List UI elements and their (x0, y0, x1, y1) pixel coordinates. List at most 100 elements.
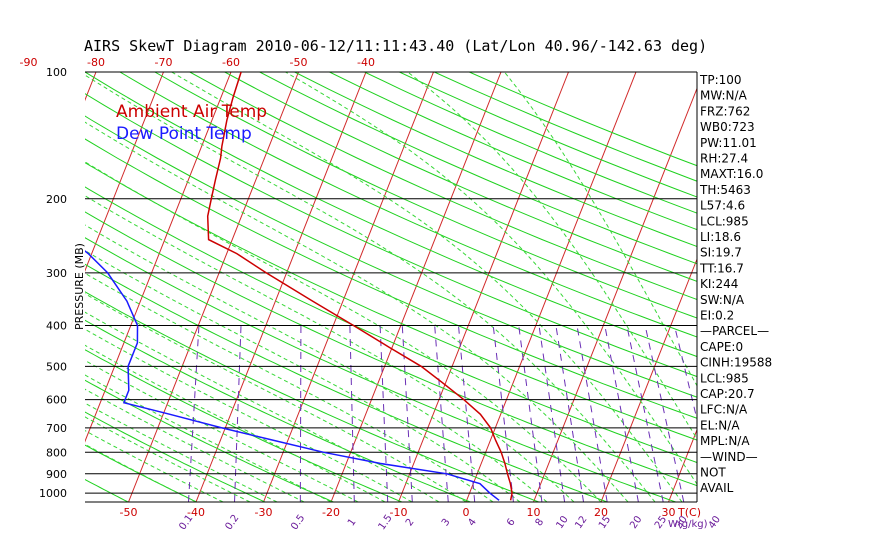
index-label: FRZ:762 (700, 104, 750, 118)
top-temperature-tick-label: -70 (155, 56, 173, 69)
moist-adiabat-line (504, 72, 697, 387)
y-axis-label: PRESSURE (MB) (73, 243, 86, 330)
index-label: PW:11.01 (700, 136, 757, 150)
dry-adiabat-line (259, 72, 697, 265)
mixing-ratio-tick-label: 0.5 (289, 513, 307, 532)
chart-title: AIRS SkewT Diagram 2010-06-12/11:11:43.4… (84, 37, 707, 55)
dry-adiabat-line (224, 72, 697, 282)
index-label: CINH:19588 (700, 356, 772, 370)
index-label: TP:100 (699, 73, 742, 87)
mixing-ratio-line (234, 325, 242, 502)
moist-adiabat-line (85, 293, 467, 502)
dry-adiabat-line (85, 237, 676, 502)
dry-adiabat-line (85, 411, 266, 502)
pressure-tick-label: 800 (46, 446, 67, 459)
index-label: NOT (700, 466, 726, 480)
mixing-ratio-tick-label: 8 (534, 517, 547, 529)
dry-adiabat-line (85, 379, 334, 502)
legend-ambient-air-temp: Ambient Air Temp (116, 102, 267, 122)
top-temperature-tick-label: -60 (222, 56, 240, 69)
mixing-ratio-line (626, 325, 664, 502)
mixing-ratio-line (644, 325, 685, 502)
index-label: TT:16.7 (699, 261, 744, 275)
mixing-ratio-tick-label: 0.2 (223, 513, 241, 532)
top-temperature-ticks: -120-110-100-90-80-70-60-50-40 (20, 56, 375, 69)
pressure-tick-label: 900 (46, 468, 67, 481)
index-label: SW:N/A (700, 293, 745, 307)
isotherm-line (804, 72, 870, 502)
isotherm-line (533, 87, 697, 502)
isotherm-line (128, 72, 299, 502)
moist-adiabat-line (85, 250, 521, 502)
mixing-ratio-tick-label: 20 (628, 514, 644, 531)
pressure-tick-label: 500 (46, 360, 67, 373)
dry-adiabat-line (85, 115, 697, 398)
dry-adiabat-line (85, 291, 539, 502)
isotherm-line (85, 72, 164, 272)
moist-adiabat-line (285, 72, 697, 486)
index-label: MW:N/A (700, 89, 748, 103)
mixing-ratio-tick-label: 10 (554, 514, 570, 531)
index-label: KI:244 (700, 277, 738, 291)
index-label: WB0:723 (700, 120, 755, 134)
bottom-temperature-tick-label: 20 (594, 506, 608, 519)
moist-adiabat-line (85, 224, 548, 502)
moist-adiabat-line (85, 311, 440, 502)
bottom-temperature-tick-label: 30 (662, 506, 676, 519)
moist-adiabat-line (171, 72, 683, 502)
x-axis-label: T(C) (677, 506, 701, 519)
mixing-ratio-line (299, 325, 302, 502)
bottom-temperature-tick-label: 0 (463, 506, 470, 519)
bottom-temperature-tick-label: -40 (187, 506, 205, 519)
top-temperature-tick-label: -90 (20, 56, 38, 69)
bottom-temperature-tick-label: -30 (255, 506, 273, 519)
mixing-ratio-tick-label: 1 (346, 517, 359, 529)
mixing-ratio-tick-label: 4 (466, 517, 479, 529)
index-label: LCL:985 (700, 371, 749, 385)
dry-adiabat-line (119, 72, 697, 338)
bottom-temperature-tick-label: -50 (120, 506, 138, 519)
dry-adiabat-line (85, 72, 697, 358)
isotherm-line (465, 72, 637, 502)
moist-adiabat-line (85, 374, 332, 502)
dry-adiabat-line (85, 319, 471, 502)
mixing-ratio-line (379, 325, 389, 502)
mixing-ratio-tick-label: 40 (707, 514, 723, 531)
mixing-ratio-tick-label: 12 (573, 514, 589, 531)
dry-adiabat-line (0, 72, 60, 502)
pressure-tick-label: 100 (46, 66, 67, 79)
mixing-ratio-line (604, 325, 639, 502)
isotherm-line (398, 72, 569, 502)
dry-adiabat-line (154, 72, 697, 319)
moist-adiabat-line (407, 72, 697, 440)
mixing-ratio-line (457, 325, 476, 502)
index-label: MAXT:16.0 (700, 167, 763, 181)
dry-adiabat-line (329, 72, 697, 231)
dry-adiabat-line (85, 263, 608, 502)
index-label: EI:0.2 (700, 309, 734, 323)
mixing-ratio-tick-label: 3 (440, 517, 453, 529)
index-label: CAP:20.7 (700, 387, 755, 401)
moist-adiabat-line (85, 443, 197, 502)
bottom-temperature-tick-label: -10 (390, 506, 408, 519)
top-temperature-tick-label: -50 (290, 56, 308, 69)
profile-series (85, 72, 513, 501)
index-label: AVAIL (700, 481, 734, 495)
ambient-air-temp-line (206, 72, 513, 501)
mixing-ratio-line (492, 325, 514, 502)
background-lines (0, 72, 870, 502)
isotherm-line (195, 72, 367, 502)
dry-adiabat-line (85, 138, 697, 419)
moist-adiabat-line (85, 161, 602, 502)
pressure-ticks: 100 200 300 400 500 600 700 800 900 1000 (39, 66, 67, 500)
pressure-tick-label: 700 (46, 422, 67, 435)
dry-adiabat-line (364, 72, 697, 214)
bottom-temperature-tick-label: 10 (527, 506, 541, 519)
index-label: LI:18.6 (700, 230, 741, 244)
mixing-ratio-tick-label: 2 (404, 517, 417, 529)
top-temperature-tick-label: -80 (87, 56, 105, 69)
pressure-tick-label: 200 (46, 193, 67, 206)
dry-adiabat-line (85, 349, 403, 502)
isotherm-line (330, 72, 502, 502)
